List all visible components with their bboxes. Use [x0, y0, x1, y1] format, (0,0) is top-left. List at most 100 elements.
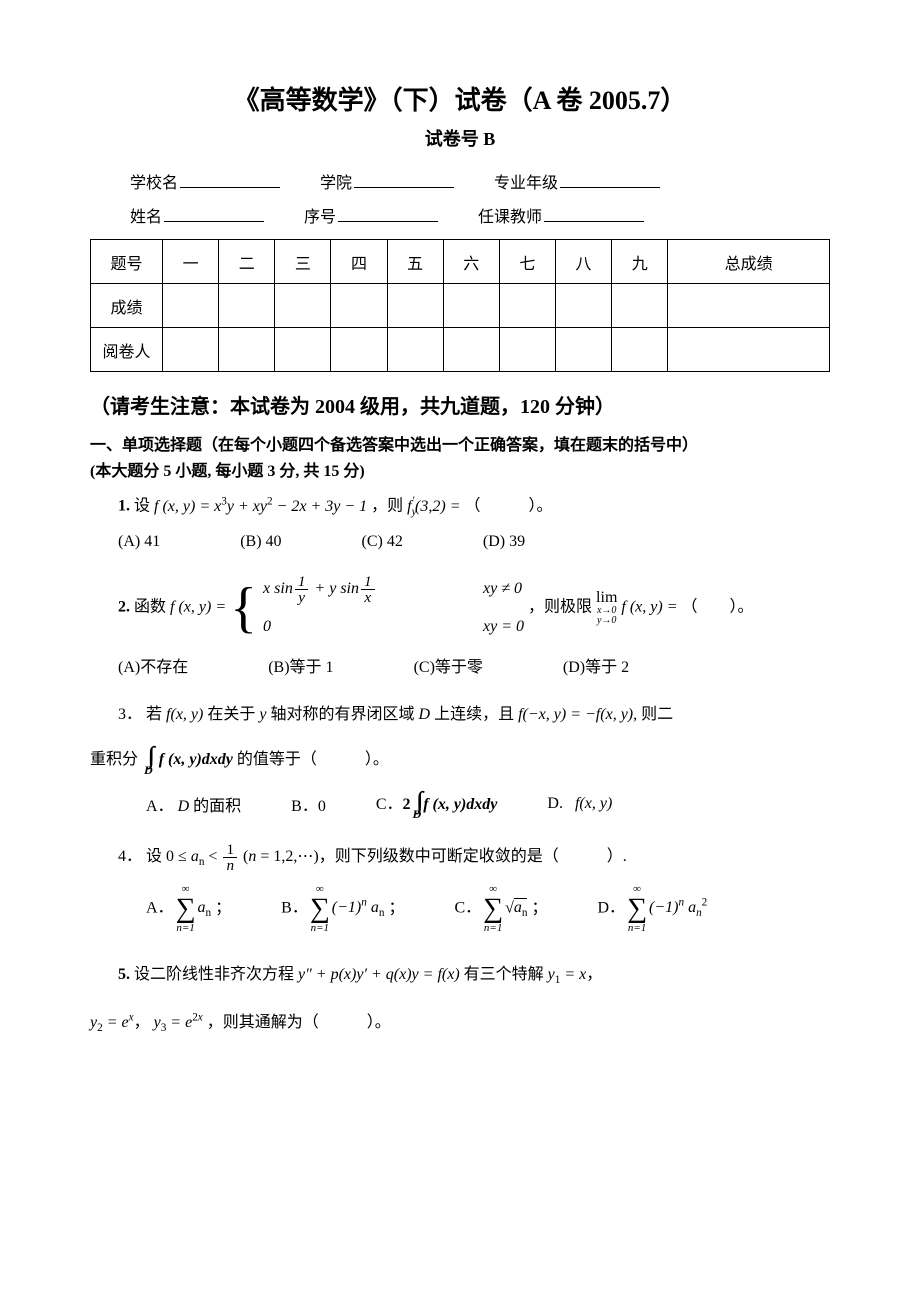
- blank-line: [560, 172, 660, 188]
- section-header-line: (本大题分 5 小题, 每小题 3 分, 共 15 分): [90, 459, 830, 485]
- left-brace-icon: {: [230, 583, 257, 633]
- col-header: 二: [219, 240, 275, 284]
- col-header: 八: [555, 240, 611, 284]
- q-label: 5.: [118, 966, 130, 983]
- question-5: 5. 设二阶线性非齐次方程 y″ + p(x)y′ + q(x)y = f(x)…: [118, 956, 830, 994]
- option-a: A．∞∑n=1an ；: [146, 884, 231, 934]
- q-text: 设二阶线性非齐次方程: [134, 966, 298, 983]
- option-c: C．∞∑n=1√an ；: [454, 884, 547, 934]
- double-integral: ∫∫D: [144, 746, 153, 775]
- q-text: 有三个特解: [464, 966, 548, 983]
- question-3: 3． 若 f(x, y) 在关于 y 轴对称的有界闭区域 D 上连续，且 f(−…: [118, 699, 830, 731]
- field-teacher: 任课教师: [478, 203, 644, 227]
- option-b: (B) 40: [240, 533, 281, 551]
- case-expr: x sin1y + y sin1x: [263, 573, 443, 605]
- exam-notice: （请考生注意：本试卷为 2004 级用，共九道题，120 分钟）: [90, 390, 830, 419]
- piecewise-expr: { x sin1y + y sin1x xy ≠ 0 0 xy = 0: [230, 573, 524, 643]
- math-expr: f (x, y) =: [170, 599, 230, 616]
- col-header: 四: [331, 240, 387, 284]
- table-row: 阅卷人: [91, 328, 830, 372]
- col-header: 六: [443, 240, 499, 284]
- lim-label: lim: [596, 590, 617, 606]
- col-header: 一: [163, 240, 219, 284]
- answer-blank: 的值等于（ ）。: [237, 751, 389, 768]
- row-label: 成绩: [91, 284, 163, 328]
- option-a: (A)不存在: [118, 653, 188, 677]
- field-label: 姓名: [130, 203, 162, 227]
- answer-blank: （ ）。: [682, 599, 754, 616]
- blank-line: [544, 206, 644, 222]
- section-1-header: 一、单项选择题（在每个小题四个备选答案中选出一个正确答案，填在题末的括号中） (…: [90, 433, 830, 484]
- lim-sub: y→0: [597, 616, 616, 626]
- q-text: 若 f(x, y) 在关于 y 轴对称的有界闭区域 D 上连续，且 f(−x, …: [146, 706, 673, 723]
- option-c: C．2∫∫Df (x, y)dxdy: [376, 790, 498, 820]
- blank-line: [354, 172, 454, 188]
- q-text: 设 0 ≤ an < 1n (n = 1,2,⋯)，则下列级数中可断定收敛的是（…: [146, 848, 627, 865]
- field-school: 学校名: [130, 169, 280, 193]
- case-cond: xy = 0: [483, 611, 524, 643]
- q-label: 2.: [118, 599, 130, 616]
- answer-blank: （ ）。: [465, 498, 553, 515]
- field-label: 任课教师: [478, 203, 542, 227]
- row-label: 阅卷人: [91, 328, 163, 372]
- blank-line: [180, 172, 280, 188]
- math-expr: fy′(3,2) =: [407, 498, 464, 515]
- q-label: 4．: [118, 848, 142, 865]
- math-expr: f (x, y)dxdy: [159, 751, 233, 768]
- q-text: 函数: [134, 599, 170, 616]
- q-text: ，则: [371, 498, 407, 515]
- info-row-1: 学校名 学院 专业年级: [90, 169, 830, 193]
- option-d: (D) 39: [483, 533, 525, 551]
- question-3-cont: 重积分 ∫∫D f (x, y)dxdy 的值等于（ ）。: [90, 741, 830, 779]
- case-cond: xy ≠ 0: [483, 573, 522, 605]
- question-1: 1. 设 f (x, y) = x3y + xy2 − 2x + 3y − 1 …: [118, 490, 830, 523]
- math-expr: y″ + p(x)y′ + q(x)y = f(x): [298, 966, 460, 983]
- q-text: 设: [134, 498, 154, 515]
- option-b: B．∞∑n=1(−1)n an ；: [281, 884, 404, 934]
- col-header: 七: [499, 240, 555, 284]
- col-header: 总成绩: [668, 240, 830, 284]
- option-b: (B)等于 1: [268, 653, 333, 677]
- question-5-cont: y2 = ex， y3 = e2x ，则其通解为（ ）。: [90, 1004, 830, 1042]
- q2-options: (A)不存在 (B)等于 1 (C)等于零 (D)等于 2: [118, 653, 830, 677]
- math-expr: y1 = x: [548, 966, 587, 983]
- col-header: 三: [275, 240, 331, 284]
- math-expr: y3 = e2x: [154, 1014, 203, 1031]
- math-expr: f (x, y) =: [621, 599, 681, 616]
- limit-expr: lim x→0 y→0: [596, 590, 617, 626]
- field-label: 学院: [320, 169, 352, 193]
- option-b: B．0: [291, 792, 326, 816]
- table-row: 成绩: [91, 284, 830, 328]
- section-header-line: 一、单项选择题（在每个小题四个备选答案中选出一个正确答案，填在题末的括号中）: [90, 433, 830, 459]
- math-expr: f (x, y) = x3y + xy2 − 2x + 3y − 1: [154, 498, 367, 515]
- q-text: ，则极限: [528, 599, 596, 616]
- option-d: D. f(x, y): [547, 795, 612, 813]
- option-c: (C)等于零: [414, 653, 483, 677]
- case-expr: 0: [263, 611, 443, 643]
- blank-line: [338, 206, 438, 222]
- field-label: 学校名: [130, 169, 178, 193]
- field-label: 序号: [304, 203, 336, 227]
- info-row-2: 姓名 序号 任课教师: [90, 203, 830, 227]
- field-number: 序号: [304, 203, 438, 227]
- q1-options: (A) 41 (B) 40 (C) 42 (D) 39: [118, 533, 830, 551]
- q-label: 3．: [118, 706, 142, 723]
- answer-blank: ，则其通解为（ ）。: [207, 1014, 391, 1031]
- question-4: 4． 设 0 ≤ an < 1n (n = 1,2,⋯)，则下列级数中可断定收敛…: [118, 841, 830, 874]
- blank-line: [164, 206, 264, 222]
- option-a: (A) 41: [118, 533, 160, 551]
- field-label: 专业年级: [494, 169, 558, 193]
- col-header: 五: [387, 240, 443, 284]
- exam-title: 《高等数学》（下）试卷（A 卷 2005.7）: [90, 80, 830, 117]
- score-table: 题号 一 二 三 四 五 六 七 八 九 总成绩 成绩 阅卷人: [90, 239, 830, 372]
- field-major: 专业年级: [494, 169, 660, 193]
- math-expr: y2 = ex: [90, 1014, 134, 1031]
- option-d: (D)等于 2: [563, 653, 629, 677]
- question-2: 2. 函数 f (x, y) = { x sin1y + y sin1x xy …: [118, 573, 830, 643]
- q-text: 重积分: [90, 751, 142, 768]
- field-college: 学院: [320, 169, 454, 193]
- col-header: 九: [612, 240, 668, 284]
- table-row: 题号 一 二 三 四 五 六 七 八 九 总成绩: [91, 240, 830, 284]
- field-name: 姓名: [130, 203, 264, 227]
- q-label: 1.: [118, 498, 130, 515]
